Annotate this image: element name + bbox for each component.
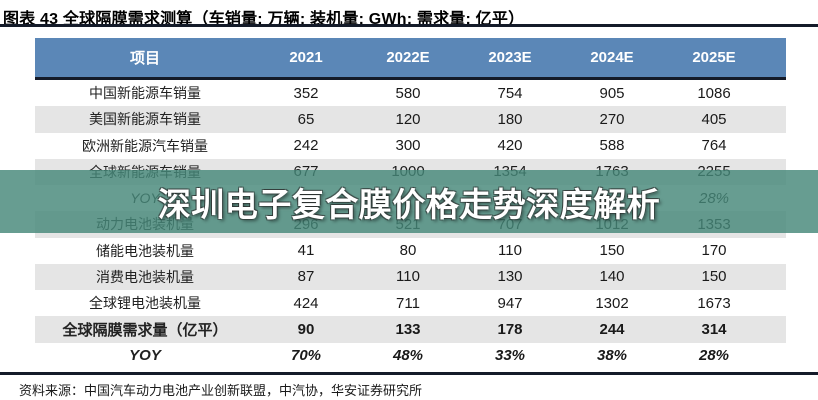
footer-divider-rule <box>0 372 818 375</box>
table-row: YOY 70% 48% 33% 38% 28% <box>35 343 786 369</box>
row-value: 133 <box>395 321 421 339</box>
title-divider-rule <box>0 24 818 27</box>
row-value: 905 <box>599 84 625 102</box>
row-value: 70% <box>290 347 322 365</box>
watermark-banner: 深圳电子复合膜价格走势深度解析 <box>0 170 818 233</box>
table-row: 全球锂电池装机量 424 711 947 1302 1673 <box>35 290 786 316</box>
row-value: 352 <box>293 84 319 102</box>
row-label: 美国新能源车销量 <box>89 113 201 129</box>
row-label: 全球隔膜需求量（亿平） <box>62 322 228 340</box>
table-row: 美国新能源车销量 65 120 180 270 405 <box>35 106 786 133</box>
header-cell-2022e: 2022E <box>386 49 430 66</box>
row-value: 180 <box>497 110 523 128</box>
table-row: 储能电池装机量 41 80 110 150 170 <box>35 238 786 264</box>
table-row: 消费电池装机量 87 110 130 140 150 <box>35 263 786 291</box>
header-cell-2021: 2021 <box>289 49 323 66</box>
row-value: 90 <box>297 321 315 339</box>
row-label: 储能电池装机量 <box>96 244 194 260</box>
watermark-text: 深圳电子复合膜价格走势深度解析 <box>157 185 661 223</box>
row-value: 947 <box>497 294 523 312</box>
row-value: 120 <box>395 110 421 128</box>
row-label: YOY <box>129 347 161 365</box>
row-value: 405 <box>701 110 727 128</box>
row-value: 140 <box>599 268 625 286</box>
row-value: 150 <box>599 242 625 260</box>
row-value: 48% <box>392 347 424 365</box>
row-value: 110 <box>396 268 420 286</box>
row-value: 87 <box>297 268 315 286</box>
row-value: 1302 <box>595 294 629 312</box>
table-header-row: 项目 2021 2022E 2023E 2024E 2025E <box>35 38 786 80</box>
row-value: 314 <box>701 321 727 339</box>
row-value: 65 <box>297 110 315 128</box>
row-value: 764 <box>701 137 727 155</box>
source-note: 资料来源：中国汽车动力电池产业创新联盟，中汽协，华安证券研究所 <box>19 383 423 398</box>
row-value: 110 <box>498 242 522 260</box>
header-cell-2025e: 2025E <box>692 49 736 66</box>
header-cell-2024e: 2024E <box>590 49 634 66</box>
row-value: 80 <box>399 242 417 260</box>
row-label: 消费电池装机量 <box>96 270 194 286</box>
header-cell-item: 项目 <box>129 50 160 67</box>
row-value: 711 <box>396 294 420 312</box>
row-value: 270 <box>599 110 625 128</box>
row-value: 38% <box>596 347 628 365</box>
row-value: 1673 <box>697 294 731 312</box>
row-value: 242 <box>293 137 319 155</box>
row-value: 754 <box>497 84 523 102</box>
row-value: 130 <box>497 268 523 286</box>
table-row: 欧洲新能源汽车销量 242 300 420 588 764 <box>35 133 786 159</box>
figure-title: 图表 43 全球隔膜需求测算（车销量: 万辆; 装机量: GWh; 需求量: 亿… <box>3 11 525 28</box>
row-value: 424 <box>293 294 319 312</box>
row-value: 420 <box>497 137 523 155</box>
row-value: 33% <box>494 347 526 365</box>
row-label: 欧洲新能源汽车销量 <box>82 139 208 155</box>
row-value: 28% <box>698 347 730 365</box>
table-row: 全球隔膜需求量（亿平） 90 133 178 244 314 <box>35 316 786 343</box>
header-cell-2023e: 2023E <box>488 49 532 66</box>
row-value: 588 <box>599 137 625 155</box>
row-value: 178 <box>497 321 523 339</box>
row-value: 244 <box>599 321 625 339</box>
row-value: 41 <box>297 242 315 260</box>
row-value: 1086 <box>697 84 731 102</box>
row-label: 全球锂电池装机量 <box>89 297 201 313</box>
row-label: 中国新能源车销量 <box>89 87 201 103</box>
row-value: 170 <box>701 242 727 260</box>
row-value: 300 <box>395 137 421 155</box>
row-value: 580 <box>395 84 421 102</box>
table-row: 中国新能源车销量 352 580 754 905 1086 <box>35 80 786 106</box>
row-value: 150 <box>701 268 727 286</box>
